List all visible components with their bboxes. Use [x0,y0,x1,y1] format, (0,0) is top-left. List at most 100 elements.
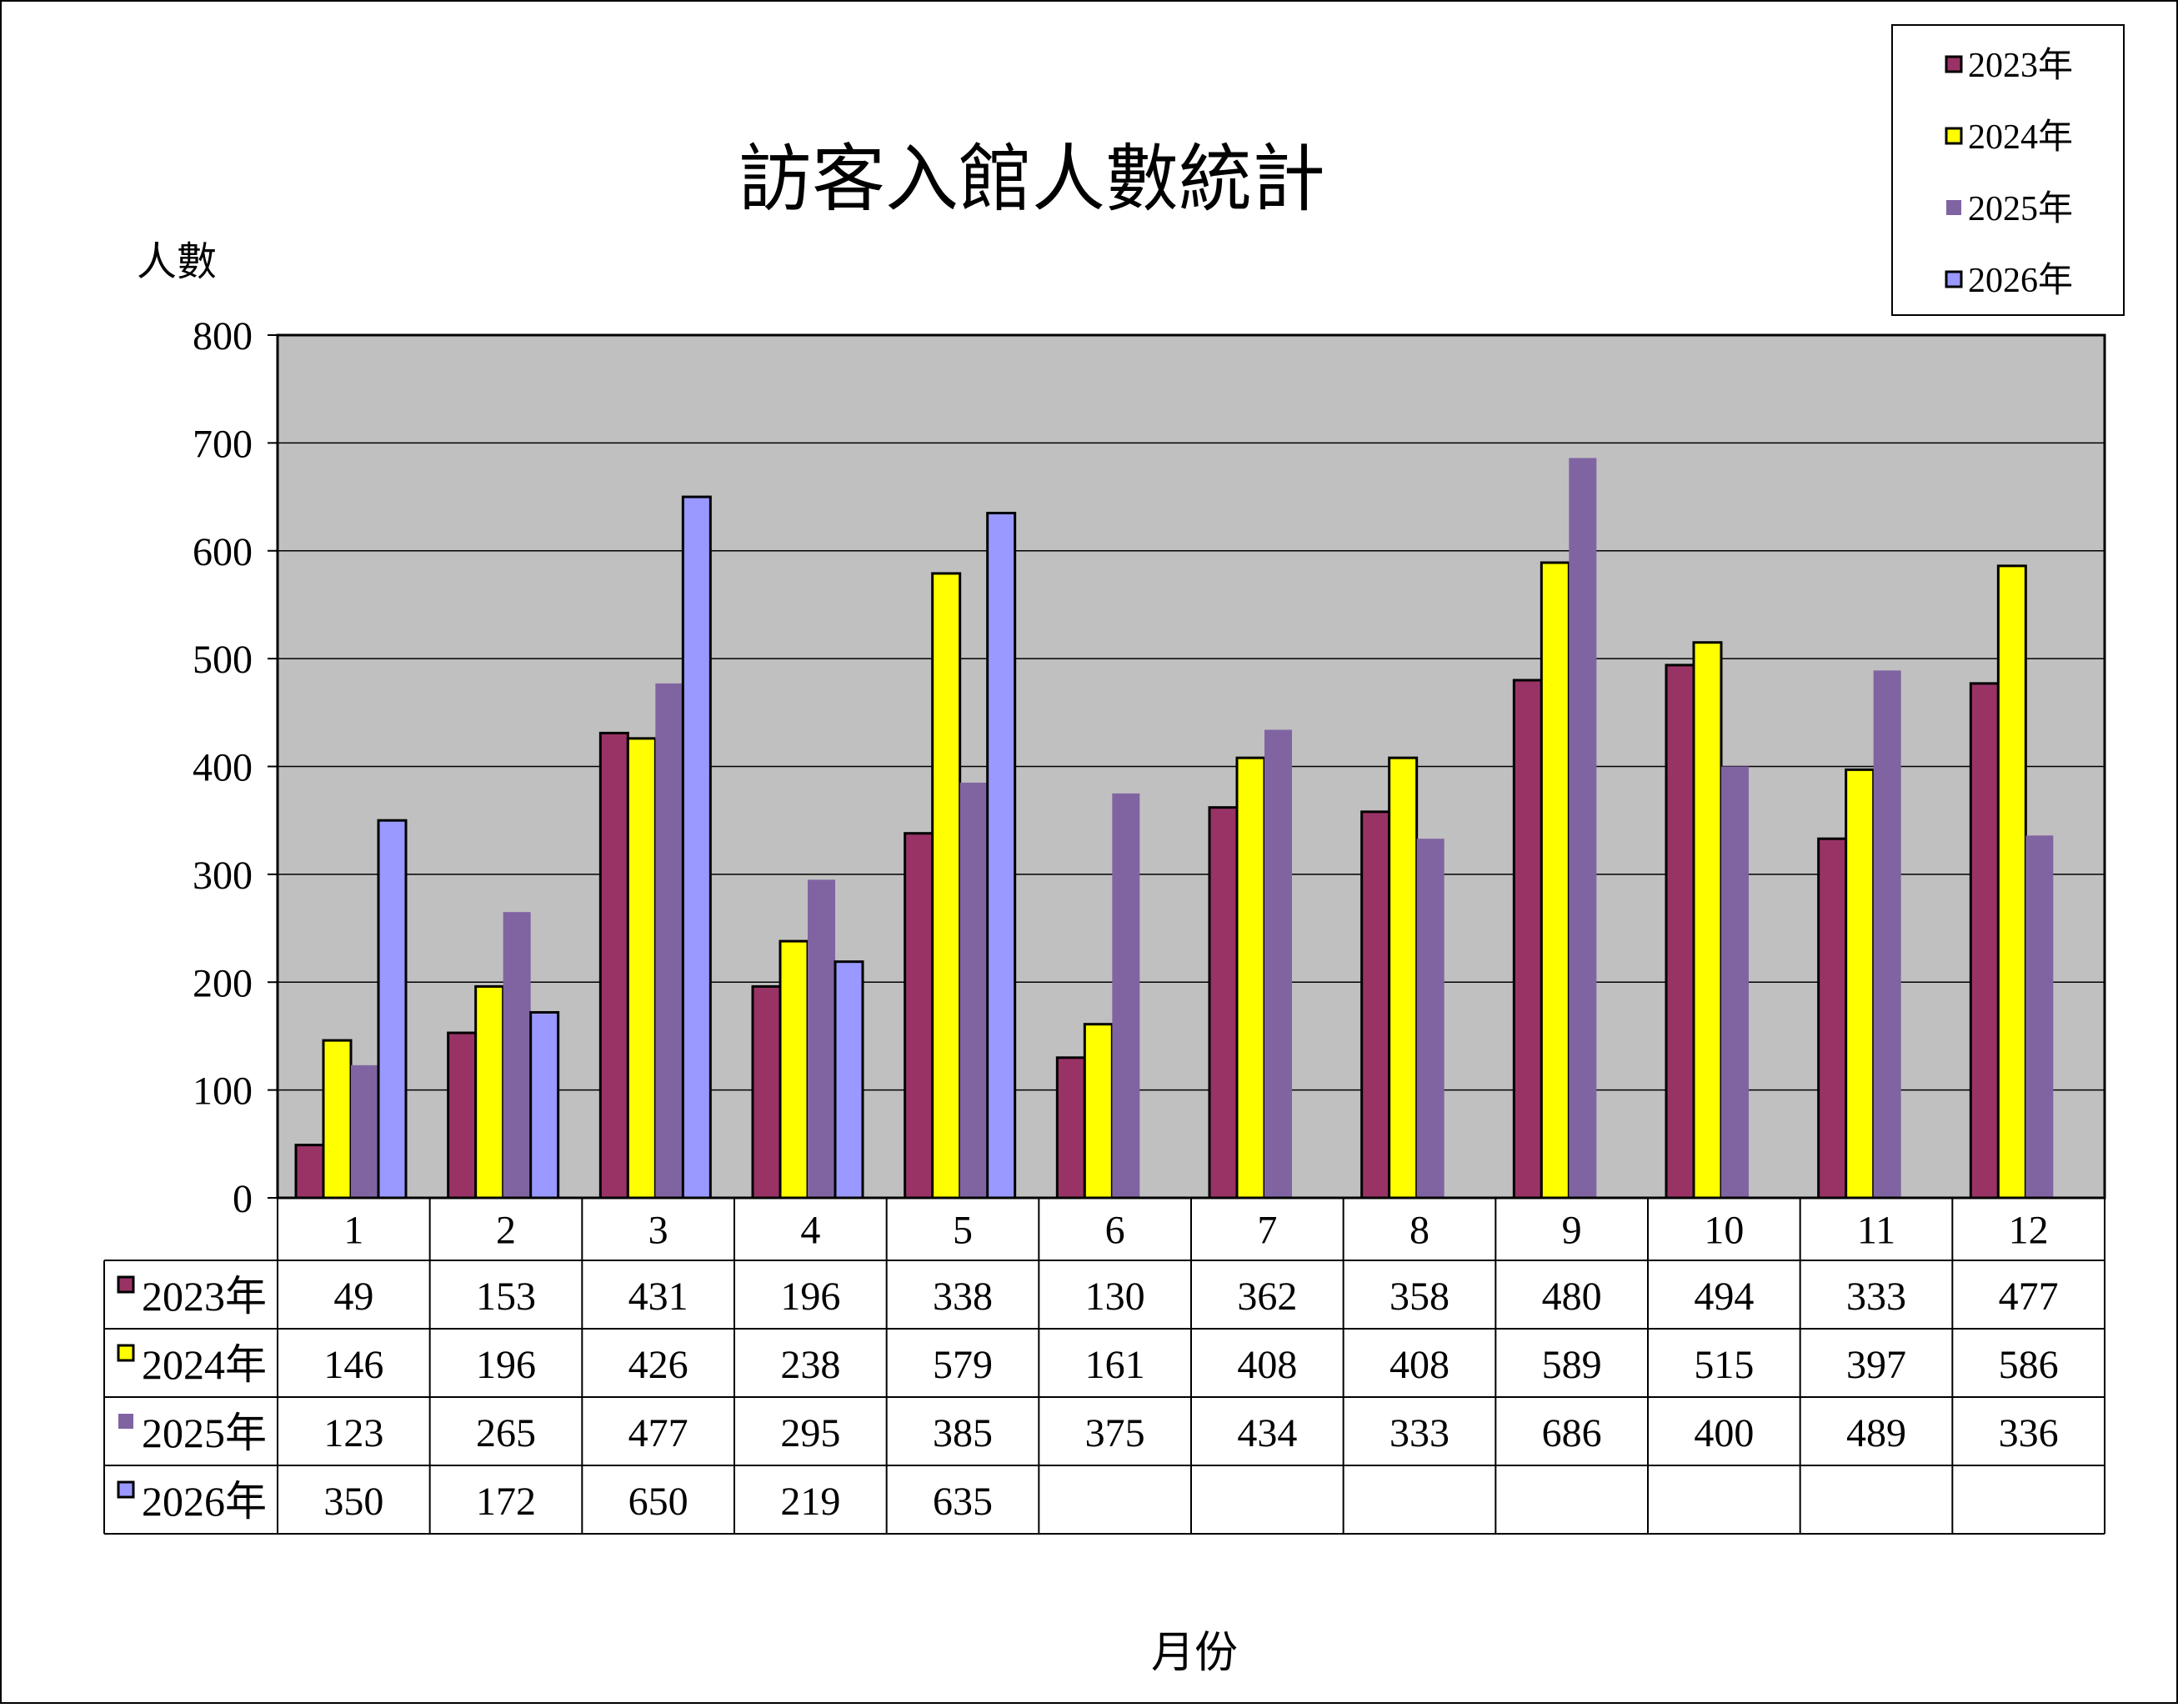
bar [474,984,505,1200]
y-tick-label: 100 [193,1069,253,1114]
y-tick-label: 600 [193,530,253,574]
y-tick-label: 300 [193,854,253,898]
table-cell-value: 333 [1846,1275,1906,1319]
bar [322,1039,353,1200]
bar [1112,793,1140,1198]
table-series-label: 2024年 [142,1341,267,1388]
bar [1996,564,2027,1200]
table-cell-value: 338 [933,1275,993,1319]
legend-swatch [1945,55,1963,73]
table-cell-value: 686 [1542,1411,1602,1455]
bar [986,511,1017,1200]
table-legend-swatch [118,1414,133,1429]
table-cell-value: 196 [476,1343,536,1387]
x-tick-label: 9 [1562,1209,1582,1253]
table-cell-value: 295 [780,1411,840,1455]
chart-title: 訪客入館人數統計 [739,136,1325,222]
table-cell-value: 385 [933,1411,993,1455]
bar [1055,1056,1086,1200]
table-cell-value: 489 [1846,1411,1906,1455]
table-cell-value: 196 [780,1275,840,1319]
x-tick-label: 2 [496,1209,516,1253]
table-legend-swatch [117,1480,135,1499]
x-tick-label: 8 [1409,1209,1429,1253]
bar [904,832,934,1200]
x-axis-label: 月份 [1151,1630,1238,1677]
bar [1235,756,1266,1200]
legend-swatch [1945,270,1963,288]
table-legend-swatch [117,1275,135,1294]
bar [681,495,712,1200]
table-cell-value: 579 [933,1343,993,1387]
bar [1360,810,1391,1200]
table-cell-value: 515 [1694,1343,1754,1387]
table-cell-value: 49 [333,1275,373,1319]
table-cell-value: 477 [1999,1275,2059,1319]
bar [1388,756,1419,1200]
table-cell-value: 635 [933,1480,993,1524]
bar [529,1010,560,1200]
y-tick-label: 700 [193,422,253,466]
table-cell-value: 650 [628,1480,688,1524]
bar [1416,839,1444,1198]
legend-label: 2024年 [1968,118,2073,157]
table-cell-value: 408 [1237,1343,1297,1387]
bar [626,737,657,1200]
bar [1873,670,1901,1198]
table-cell-value: 362 [1237,1275,1297,1319]
y-tick-label: 500 [193,638,253,682]
bar [1845,768,1875,1200]
x-tick-label: 7 [1257,1209,1277,1253]
bar [2025,835,2054,1198]
table-cell-value: 589 [1542,1343,1602,1387]
table-cell-value: 153 [476,1275,536,1319]
legend-label: 2023年 [1968,46,2073,85]
bar [1540,561,1570,1200]
bar [598,731,629,1200]
bar [779,939,809,1200]
bar [1817,837,1848,1200]
table-series-label: 2025年 [142,1410,267,1456]
bar [655,683,683,1198]
bar [1569,458,1597,1198]
bar [351,1064,378,1198]
bar [1512,679,1543,1200]
table-series-label: 2026年 [142,1478,267,1525]
table-cell-value: 397 [1846,1343,1906,1387]
bar [503,912,531,1198]
x-tick-label: 12 [2009,1209,2049,1253]
table-cell-value: 480 [1542,1275,1602,1319]
legend [1891,24,2125,316]
x-tick-label: 5 [953,1209,973,1253]
table-cell-value: 375 [1085,1411,1145,1455]
bar [1665,664,1695,1200]
x-tick-label: 1 [343,1209,363,1253]
y-axis-label: 人數 [137,240,217,284]
table-cell-value: 400 [1694,1411,1754,1455]
bar [959,782,988,1198]
y-tick-label: 200 [193,961,253,1005]
table-cell-value: 333 [1389,1411,1449,1455]
table-cell-value: 586 [1999,1343,2059,1387]
table-series-label: 2023年 [142,1273,267,1320]
table-cell-value: 265 [476,1411,536,1455]
y-tick-label: 800 [193,314,253,358]
bar [294,1144,325,1200]
bar [834,960,864,1200]
bar [1264,729,1292,1198]
x-tick-label: 6 [1105,1209,1125,1253]
table-cell-value: 336 [1999,1411,2059,1455]
bar [1208,806,1239,1200]
bar [1083,1023,1114,1200]
x-tick-label: 10 [1704,1209,1744,1253]
table-legend-swatch [117,1344,135,1362]
legend-label: 2026年 [1968,261,2073,300]
bar [931,572,962,1200]
table-cell-value: 494 [1694,1275,1754,1319]
bar [808,879,835,1198]
x-tick-label: 4 [800,1209,820,1253]
table-cell-value: 434 [1237,1411,1297,1455]
legend-swatch [1945,127,1963,145]
